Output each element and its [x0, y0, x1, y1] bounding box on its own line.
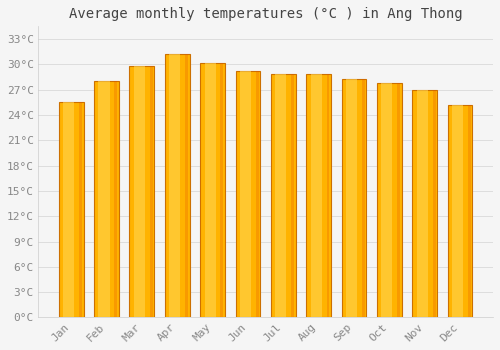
- Bar: [346, 79, 357, 317]
- Bar: [342, 79, 366, 317]
- Bar: [220, 63, 224, 317]
- Bar: [412, 90, 437, 317]
- Bar: [452, 105, 463, 317]
- Bar: [165, 54, 190, 317]
- Bar: [79, 102, 82, 317]
- Bar: [150, 66, 152, 317]
- Title: Average monthly temperatures (°C ) in Ang Thong: Average monthly temperatures (°C ) in An…: [69, 7, 462, 21]
- Bar: [130, 66, 154, 317]
- Bar: [185, 54, 188, 317]
- Bar: [310, 75, 322, 317]
- Bar: [59, 102, 84, 317]
- Bar: [382, 83, 392, 317]
- Bar: [98, 81, 110, 317]
- Bar: [200, 63, 225, 317]
- Bar: [377, 83, 402, 317]
- Bar: [275, 75, 286, 317]
- Bar: [448, 105, 472, 317]
- Bar: [468, 105, 471, 317]
- Bar: [169, 54, 180, 317]
- Bar: [271, 75, 295, 317]
- Bar: [291, 75, 294, 317]
- Bar: [114, 81, 117, 317]
- Bar: [256, 71, 259, 317]
- Bar: [240, 71, 251, 317]
- Bar: [94, 81, 119, 317]
- Bar: [204, 63, 216, 317]
- Bar: [326, 75, 330, 317]
- Bar: [63, 102, 74, 317]
- Bar: [236, 71, 260, 317]
- Bar: [306, 75, 331, 317]
- Bar: [397, 83, 400, 317]
- Bar: [432, 90, 436, 317]
- Bar: [416, 90, 428, 317]
- Bar: [134, 66, 145, 317]
- Bar: [362, 79, 365, 317]
